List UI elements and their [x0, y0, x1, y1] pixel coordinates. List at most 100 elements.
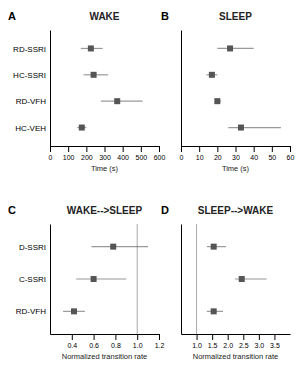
x-tick-mark [290, 146, 291, 152]
x-tick-label: 500 [135, 154, 147, 161]
x-tick: 3.0 [254, 334, 264, 349]
x-tick: 0.6 [89, 334, 99, 349]
error-bar [76, 278, 126, 279]
y-tick-label: C-SSRI [19, 275, 46, 284]
x-tick-mark [94, 334, 95, 340]
x-tick-mark [274, 334, 275, 340]
y-tick-label: HC-VEH [15, 124, 46, 133]
point [211, 308, 217, 314]
panel-label: B [161, 10, 169, 22]
x-tick-mark [141, 146, 142, 152]
x-axis-title: Time (s) [222, 164, 250, 173]
y-tick: RD-VFH [16, 97, 50, 106]
x-tick-label: 200 [81, 154, 93, 161]
x-tick-label: 0.8 [111, 342, 121, 349]
x-tick-mark [159, 334, 160, 340]
x-axis-line [182, 334, 291, 335]
x-tick: 40 [250, 146, 258, 161]
x-tick-label: 40 [250, 154, 258, 161]
error-bar [91, 246, 148, 247]
x-axis: 1.01.52.02.53.03.5 [182, 334, 291, 349]
y-axis: RD-SSRI HC-SSRI RD-VFH HC-VEH [13, 31, 50, 147]
x-tick: 0.8 [111, 334, 121, 349]
point [88, 45, 94, 51]
x-tick-mark [50, 146, 51, 152]
x-tick-label: 1.2 [155, 342, 165, 349]
y-tick: RD-VFH [16, 307, 50, 316]
y-axis [181, 31, 183, 147]
x-tick: 60 [287, 146, 295, 161]
x-tick: 300 [99, 146, 111, 161]
y-tick: RD-SSRI [13, 45, 50, 54]
x-axis: 0 100 200 300 400 500 600 [49, 146, 166, 161]
point [211, 244, 217, 250]
x-tick: 1.0 [192, 334, 202, 349]
x-axis-title: Normalized transition rate [62, 352, 147, 361]
panel-label: D [161, 204, 169, 216]
x-tick-label: 0.4 [67, 342, 77, 349]
x-tick-mark [72, 334, 73, 340]
point [209, 72, 215, 78]
x-tick-label: 100 [63, 154, 75, 161]
x-tick-label: 60 [287, 154, 295, 161]
x-tick-mark [254, 146, 255, 152]
x-tick-mark [86, 146, 87, 152]
point [214, 98, 220, 104]
panel-title: WAKE-->SLEEP [67, 205, 143, 216]
x-tick-mark [243, 334, 244, 340]
x-tick: 1.2 [155, 334, 165, 349]
x-tick-mark [115, 334, 116, 340]
point [91, 276, 97, 282]
x-axis: 0102030405060 [180, 146, 295, 161]
point [239, 276, 245, 282]
x-tick-label: 10 [196, 154, 204, 161]
x-tick-mark [68, 146, 69, 152]
x-tick: 500 [135, 146, 147, 161]
x-tick: 20 [214, 146, 222, 161]
x-tick-label: 20 [214, 154, 222, 161]
panel-title: SLEEP [219, 11, 252, 22]
x-tick-label: 2.5 [239, 342, 249, 349]
y-tick-label: RD-VFH [16, 307, 46, 316]
point [114, 98, 120, 104]
x-tick-label: 1.0 [192, 342, 202, 349]
x-tick: 600 [154, 146, 166, 161]
x-tick-mark [212, 334, 213, 340]
x-tick-mark [259, 334, 260, 340]
x-tick: 400 [117, 146, 129, 161]
x-tick-label: 1.0 [133, 342, 143, 349]
x-tick: 2.0 [223, 334, 233, 349]
x-tick-label: 300 [99, 154, 111, 161]
x-tick: 100 [63, 146, 75, 161]
point [110, 244, 116, 250]
x-tick: 2.5 [239, 334, 249, 349]
x-tick-label: 0.6 [89, 342, 99, 349]
panel: 0102030405060SLEEPTime (s)B [161, 10, 294, 173]
x-tick-mark [105, 146, 106, 152]
panel-title: WAKE [90, 11, 120, 22]
x-tick-mark [236, 146, 237, 152]
x-tick-mark [199, 146, 200, 152]
x-tick-label: 3.0 [254, 342, 264, 349]
x-axis-line [51, 334, 160, 335]
x-tick-mark [217, 146, 218, 152]
y-axis: D-SSRI C-SSRI RD-VFH [16, 225, 51, 335]
x-tick: 0 [180, 146, 184, 161]
x-tick: 0.4 [67, 334, 77, 349]
x-tick: 50 [268, 146, 276, 161]
panel-label: A [8, 10, 16, 22]
x-tick: 10 [196, 146, 204, 161]
x-tick: 200 [81, 146, 93, 161]
x-tick-label: 1.5 [208, 342, 218, 349]
marks [197, 224, 267, 334]
x-tick-label: 0 [180, 154, 184, 161]
x-tick-mark [228, 334, 229, 340]
y-tick-label: D-SSRI [19, 243, 46, 252]
figure: 0100200300400500600RD-SSRIHC-SSRIRD-VFHH… [0, 0, 301, 382]
y-axis-line [181, 225, 182, 335]
y-tick-label: HC-SSRI [13, 71, 46, 80]
marks [63, 224, 148, 334]
x-tick-label: 0 [49, 154, 53, 161]
x-axis: 0.4 0.6 0.8 1.0 1.2 [51, 334, 165, 349]
reference-line [137, 224, 138, 334]
